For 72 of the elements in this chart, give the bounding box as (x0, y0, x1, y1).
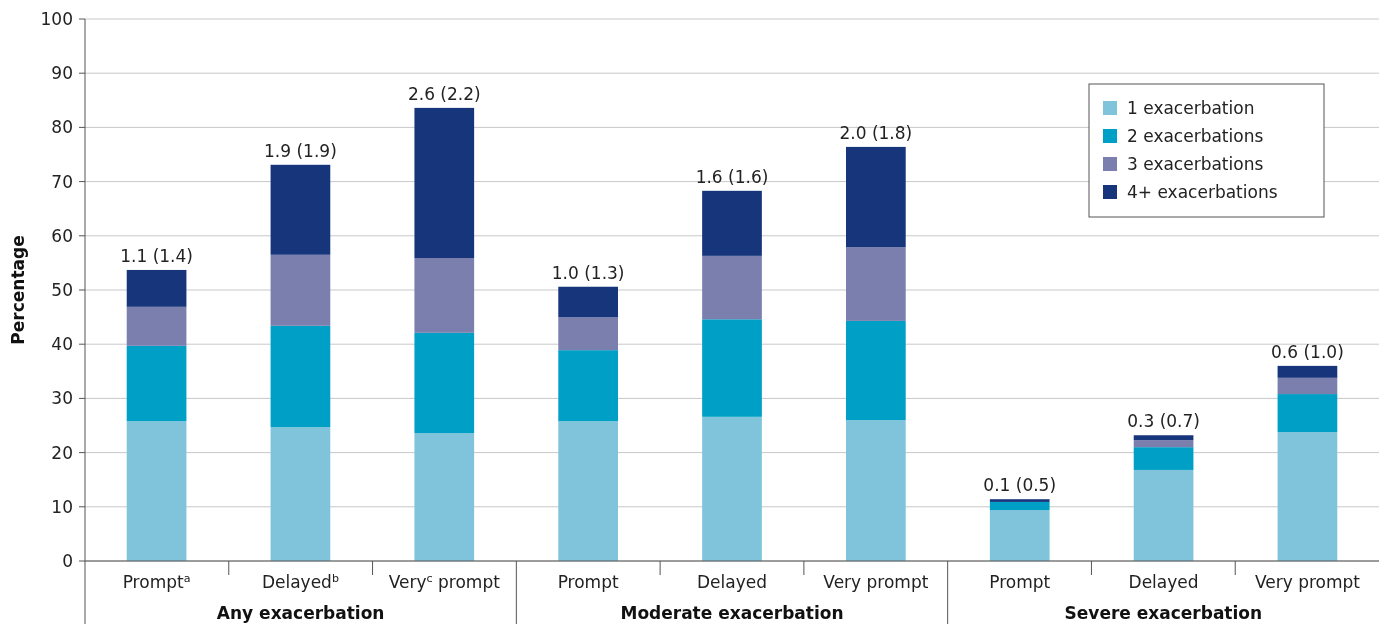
x-tick-label: Delayed (696, 572, 768, 592)
bar (414, 433, 475, 561)
bar (414, 258, 475, 333)
bar (702, 255, 762, 320)
bar (846, 320, 906, 421)
bar (702, 190, 762, 256)
bar (1133, 435, 1194, 441)
y-tick-label: 90 (51, 63, 73, 84)
bar (1133, 469, 1194, 561)
total-label: 1.6 (1.6) (695, 166, 769, 187)
total-label: 2.0 (1.8) (839, 122, 913, 143)
y-tick-label: 70 (51, 171, 73, 192)
total-label: 2.6 (2.2) (407, 83, 481, 104)
bar (1277, 394, 1338, 432)
bar (1133, 447, 1194, 470)
y-tick-label: 80 (51, 117, 73, 138)
bar (1277, 377, 1338, 395)
bar (1133, 440, 1194, 448)
y-tick-label: 10 (51, 496, 73, 517)
y-tick-label: 50 (51, 279, 73, 300)
bar (270, 427, 331, 561)
x-tick-label: Prompt$^{a}$ (122, 571, 191, 592)
bar (270, 254, 331, 326)
bar (270, 164, 331, 255)
bar (414, 107, 475, 259)
bar (1277, 432, 1338, 561)
bar (989, 501, 1050, 511)
y-tick-label: 100 (40, 8, 73, 29)
bar (126, 421, 187, 561)
total-label: 1.0 (1.3) (551, 262, 625, 283)
x-tick-label: Delayed (1128, 572, 1199, 592)
bar (558, 286, 618, 318)
x-tick-label: Very$^{c}$ prompt (388, 571, 501, 592)
bar (846, 146, 906, 248)
total-label: 0.1 (0.5) (983, 475, 1057, 496)
total-label: 1.9 (1.9) (264, 140, 337, 161)
bar (989, 510, 1050, 561)
text: Severe exacerbation (1064, 603, 1263, 623)
bar (558, 317, 618, 351)
bar (126, 345, 187, 422)
bar (1277, 365, 1338, 378)
bar (989, 499, 1050, 502)
x-tick-label: Very prompt (823, 572, 929, 592)
legend-label: 2 exacerbations (1127, 126, 1264, 146)
y-tick-label: 40 (51, 334, 73, 355)
y-axis-title: Percentage (8, 235, 28, 345)
y-tick-label: 20 (51, 442, 73, 463)
bar (702, 416, 762, 561)
x-tick-label: Delayed$^{b}$ (261, 571, 339, 592)
text: Moderate exacerbation (620, 603, 844, 623)
y-tick-label: 0 (62, 550, 73, 571)
bar (846, 420, 906, 561)
legend-label: 1 exacerbation (1127, 98, 1255, 118)
bar (126, 269, 187, 307)
bar (126, 306, 187, 346)
total-label: 1.1 (1.4) (120, 245, 193, 266)
y-tick-label: 30 (51, 388, 73, 409)
bar (558, 421, 618, 561)
bar (702, 319, 762, 417)
bar (270, 325, 331, 428)
text: Any exacerbation (216, 603, 385, 623)
y-tick-label: 60 (51, 225, 73, 246)
legend-label: 4+ exacerbations (1127, 182, 1278, 202)
total-label: 0.3 (0.7) (1127, 411, 1200, 432)
legend-label: 3 exacerbations (1127, 154, 1264, 174)
x-tick-label: Very prompt (1254, 572, 1361, 592)
bar (414, 332, 475, 434)
bar (558, 350, 618, 422)
total-label: 0.6 (1.0) (1271, 341, 1344, 362)
bar (846, 247, 906, 321)
x-tick-label: Prompt (557, 572, 619, 592)
x-tick-label: Prompt (989, 572, 1051, 592)
